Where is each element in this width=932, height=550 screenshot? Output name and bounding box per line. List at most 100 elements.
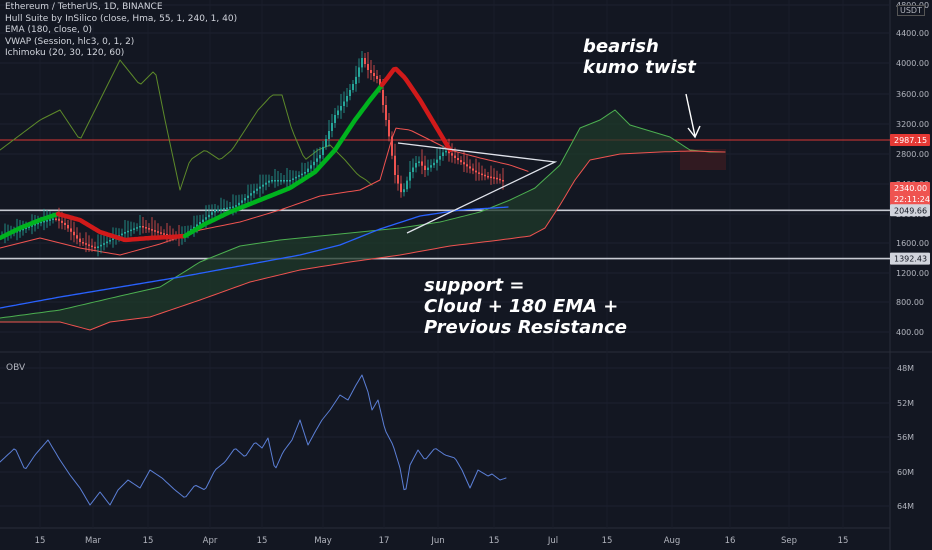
candle-body xyxy=(367,64,369,70)
candle-body xyxy=(346,96,348,102)
price-tick-label: 3600.00 xyxy=(896,90,929,99)
candle-body xyxy=(61,220,63,223)
price-label-box xyxy=(890,133,930,146)
candle-body xyxy=(205,217,207,220)
price-label: 2987.15 xyxy=(894,136,927,145)
candle-body xyxy=(139,226,141,228)
candle-body xyxy=(319,155,321,159)
time-tick-label: May xyxy=(314,536,332,546)
candle-body xyxy=(445,150,447,153)
candle-body xyxy=(67,225,69,229)
ema-line xyxy=(0,206,509,309)
price-label: 1392.43 xyxy=(894,255,927,264)
candle-body xyxy=(493,177,495,179)
candle-body xyxy=(415,163,417,168)
obv-tick-label: 60M xyxy=(897,468,914,477)
candle-body xyxy=(52,218,54,221)
candle-body xyxy=(499,178,501,181)
candle-body xyxy=(316,158,318,162)
obv-tick-label: 48M xyxy=(897,364,914,373)
candle-body xyxy=(334,115,336,123)
candle-body xyxy=(424,165,426,170)
candle-body xyxy=(412,167,414,172)
candle-body xyxy=(349,90,351,96)
candle-body xyxy=(406,180,408,190)
candle-body xyxy=(97,246,99,248)
indicator-vwap: VWAP (Session, hlc3, 0, 1, 2) xyxy=(5,36,135,47)
candle-body xyxy=(451,153,453,156)
candle-body xyxy=(391,136,393,156)
candle-body xyxy=(154,230,156,232)
candle-body xyxy=(229,207,231,209)
candle-body xyxy=(34,224,36,226)
candle-body xyxy=(103,243,105,245)
candle-body xyxy=(301,173,303,176)
candle-body xyxy=(484,174,486,177)
time-tick-label: 17 xyxy=(379,536,390,546)
candle-body xyxy=(199,222,201,225)
candle-body xyxy=(232,206,234,208)
obv-tick-label: 52M xyxy=(897,399,914,408)
annotation-support: support = Cloud + 180 EMA + Previous Res… xyxy=(424,275,627,338)
candle-body xyxy=(19,230,21,232)
price-tick-label: 3200.00 xyxy=(896,120,929,129)
candle-body xyxy=(361,58,363,68)
candle-body xyxy=(286,180,288,182)
candle-body xyxy=(22,228,24,231)
candle-body xyxy=(313,161,315,166)
time-tick-label: 15 xyxy=(257,536,268,546)
annotation-support-line1: support = xyxy=(424,275,525,296)
time-tick-label: Jun xyxy=(430,536,444,546)
time-tick-label: 16 xyxy=(725,536,736,546)
candle-body xyxy=(487,176,489,178)
candle-body xyxy=(127,230,129,233)
candle-body xyxy=(121,233,123,236)
ichimoku-span-a xyxy=(0,109,726,319)
candle-body xyxy=(100,244,102,247)
candle-body xyxy=(37,222,39,225)
candle-body xyxy=(163,233,165,235)
price-label: 2340.00 xyxy=(894,184,927,193)
hull-suite-down xyxy=(55,211,187,243)
price-tick-label: 1200.00 xyxy=(896,269,929,278)
candle-body xyxy=(400,183,402,193)
candle-body xyxy=(292,178,294,180)
candle-body xyxy=(409,172,411,181)
candle-body xyxy=(241,200,243,203)
candle-body xyxy=(217,209,219,211)
ichimoku-lagging-span xyxy=(0,59,373,191)
candle-body xyxy=(370,70,372,73)
candle-body xyxy=(130,229,132,232)
candle-body xyxy=(289,180,291,182)
candle-body xyxy=(91,245,93,248)
candle-body xyxy=(85,243,87,245)
time-tick-label: Aug xyxy=(664,536,681,546)
candle-body xyxy=(82,242,84,244)
candle-body xyxy=(136,227,138,229)
obv-tick-label: 56M xyxy=(897,433,914,442)
candle-body xyxy=(295,176,297,179)
candle-body xyxy=(211,212,213,215)
candle-body xyxy=(343,101,345,106)
candle-body xyxy=(106,241,108,244)
candle-body xyxy=(160,232,162,234)
candle-body xyxy=(364,58,366,64)
candle-body xyxy=(142,226,144,228)
candle-body xyxy=(439,156,441,160)
candle-body xyxy=(355,76,357,84)
candle-body xyxy=(490,176,492,179)
candle-body xyxy=(250,193,252,196)
ichimoku-cloud-bearish xyxy=(680,149,726,170)
candle-body xyxy=(268,180,270,183)
price-label-box xyxy=(890,252,930,265)
candle-body xyxy=(238,202,240,206)
annotation-kumo-twist: bearish kumo twist xyxy=(583,36,696,78)
price-tick-label: 2800.00 xyxy=(896,150,929,159)
price-tick-label: 400.00 xyxy=(896,328,924,337)
candle-body xyxy=(166,234,168,236)
candle-body xyxy=(433,162,435,166)
candle-body xyxy=(145,227,147,229)
time-tick-label: 15 xyxy=(838,536,849,546)
candle-body xyxy=(472,168,474,171)
